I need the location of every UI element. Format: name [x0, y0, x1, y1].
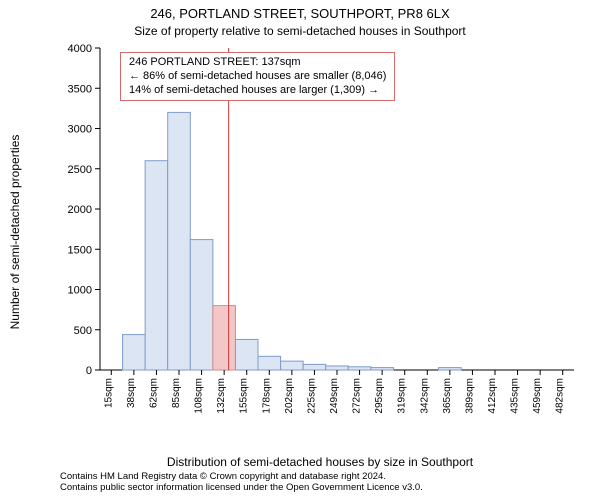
svg-text:62sqm: 62sqm — [148, 378, 159, 408]
svg-text:459sqm: 459sqm — [532, 378, 543, 414]
svg-text:15sqm: 15sqm — [103, 378, 114, 408]
chart-title-sub: Size of property relative to semi-detach… — [0, 24, 600, 38]
svg-text:342sqm: 342sqm — [419, 378, 430, 414]
svg-text:1000: 1000 — [68, 285, 92, 297]
svg-text:155sqm: 155sqm — [239, 378, 250, 414]
svg-text:3000: 3000 — [68, 124, 92, 136]
svg-text:272sqm: 272sqm — [352, 378, 363, 414]
svg-text:108sqm: 108sqm — [194, 378, 205, 414]
info-box: 246 PORTLAND STREET: 137sqm ← 86% of sem… — [120, 52, 395, 101]
info-line-2: ← 86% of semi-detached houses are smalle… — [129, 70, 386, 84]
svg-text:85sqm: 85sqm — [171, 378, 182, 408]
svg-text:0: 0 — [86, 365, 92, 377]
svg-text:2500: 2500 — [68, 164, 92, 176]
svg-text:249sqm: 249sqm — [329, 378, 340, 414]
svg-text:500: 500 — [74, 325, 92, 337]
footer-line-2: Contains public sector information licen… — [60, 483, 580, 494]
svg-text:295sqm: 295sqm — [374, 378, 385, 414]
y-axis-label: Number of semi-detached properties — [8, 42, 24, 422]
svg-text:38sqm: 38sqm — [126, 378, 137, 408]
info-line-3: 14% of semi-detached houses are larger (… — [129, 84, 386, 98]
svg-text:389sqm: 389sqm — [464, 378, 475, 414]
svg-text:482sqm: 482sqm — [555, 378, 566, 414]
chart-container: 246, PORTLAND STREET, SOUTHPORT, PR8 6LX… — [0, 0, 600, 500]
svg-text:365sqm: 365sqm — [442, 378, 453, 414]
svg-text:412sqm: 412sqm — [487, 378, 498, 414]
plot-area: 0 500 1000 1500 2000 2500 3000 3500 4000 15sqm 38s… — [60, 42, 580, 422]
svg-text:178sqm: 178sqm — [261, 378, 272, 414]
svg-text:202sqm: 202sqm — [284, 378, 295, 414]
svg-text:1500: 1500 — [68, 244, 92, 256]
svg-text:132sqm: 132sqm — [216, 378, 227, 414]
svg-text:225sqm: 225sqm — [306, 378, 317, 414]
x-axis-label: Distribution of semi-detached houses by … — [60, 455, 580, 469]
info-line-1: 246 PORTLAND STREET: 137sqm — [129, 56, 386, 70]
svg-text:3500: 3500 — [68, 83, 92, 95]
svg-text:4000: 4000 — [68, 43, 92, 55]
svg-text:319sqm: 319sqm — [397, 378, 408, 414]
svg-text:435sqm: 435sqm — [510, 378, 521, 414]
footer-attribution: Contains HM Land Registry data © Crown c… — [60, 472, 580, 494]
svg-text:2000: 2000 — [68, 204, 92, 216]
chart-title-main: 246, PORTLAND STREET, SOUTHPORT, PR8 6LX — [0, 6, 600, 21]
